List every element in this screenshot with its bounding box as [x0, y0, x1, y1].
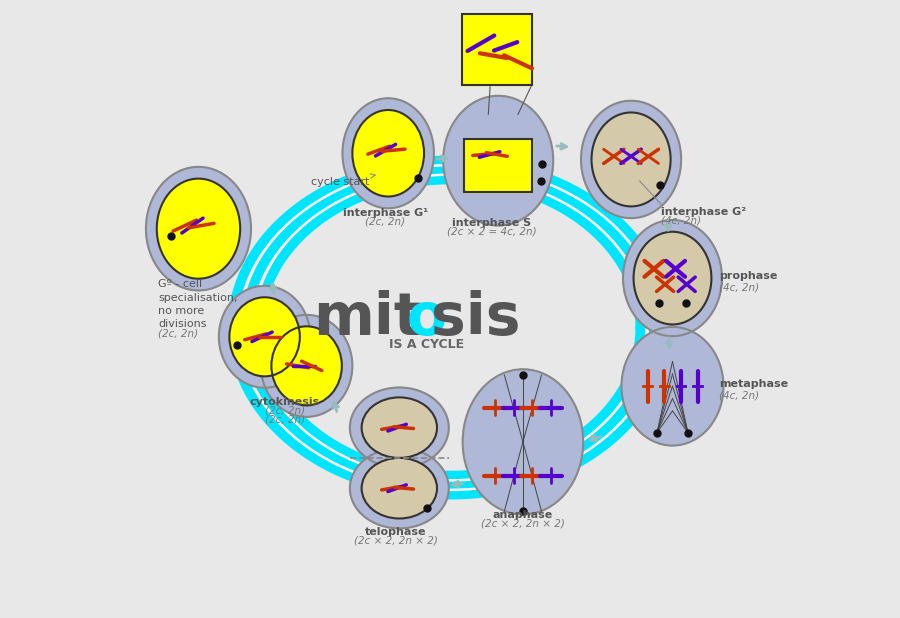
Ellipse shape: [343, 98, 434, 208]
Ellipse shape: [146, 167, 251, 290]
Text: (2c × 2 = 4c, 2n): (2c × 2 = 4c, 2n): [447, 226, 536, 236]
Ellipse shape: [362, 458, 437, 519]
Text: interphase G¹: interphase G¹: [343, 208, 427, 218]
Text: prophase: prophase: [719, 271, 778, 281]
Ellipse shape: [350, 448, 449, 528]
Text: (2c, 2n): (2c, 2n): [158, 329, 198, 339]
Text: sis: sis: [431, 290, 520, 347]
Ellipse shape: [623, 220, 722, 336]
Bar: [463, 14, 532, 85]
Ellipse shape: [362, 397, 437, 458]
Ellipse shape: [157, 179, 240, 279]
Text: (2c, 2n): (2c, 2n): [265, 414, 305, 424]
Text: anaphase: anaphase: [493, 510, 553, 520]
Ellipse shape: [230, 297, 300, 376]
Text: IS A CYCLE: IS A CYCLE: [389, 338, 464, 352]
Text: metaphase: metaphase: [719, 379, 788, 389]
Ellipse shape: [622, 327, 724, 446]
Text: telophase: telophase: [364, 527, 427, 536]
Text: (2c, 2n): (2c, 2n): [265, 405, 305, 415]
Text: cytokinesis: cytokinesis: [250, 397, 320, 407]
Ellipse shape: [261, 315, 353, 417]
Text: (2c × 2, 2n × 2): (2c × 2, 2n × 2): [354, 535, 437, 545]
Ellipse shape: [219, 286, 310, 388]
Text: mit: mit: [313, 290, 422, 347]
Text: (2c × 2, 2n × 2): (2c × 2, 2n × 2): [481, 519, 565, 528]
Ellipse shape: [591, 112, 670, 206]
Bar: [464, 139, 532, 192]
Text: (4c, 2n): (4c, 2n): [662, 216, 701, 226]
Ellipse shape: [350, 387, 449, 468]
Text: (4c, 2n): (4c, 2n): [719, 282, 759, 292]
Text: Gº - cell
specialisation,
no more
divisions: Gº - cell specialisation, no more divisi…: [158, 279, 238, 329]
Ellipse shape: [634, 232, 711, 324]
Ellipse shape: [581, 101, 681, 218]
Ellipse shape: [463, 370, 583, 514]
Text: o: o: [407, 290, 446, 347]
Ellipse shape: [272, 326, 342, 405]
Ellipse shape: [353, 110, 424, 197]
Bar: [464, 139, 532, 192]
Text: cycle start: cycle start: [311, 174, 375, 187]
Text: interphase G²: interphase G²: [662, 207, 746, 217]
Ellipse shape: [443, 96, 554, 226]
Text: (2c, 2n): (2c, 2n): [365, 217, 405, 227]
Bar: [463, 14, 532, 85]
Text: interphase S: interphase S: [453, 218, 532, 227]
Text: (4c, 2n): (4c, 2n): [719, 391, 759, 400]
